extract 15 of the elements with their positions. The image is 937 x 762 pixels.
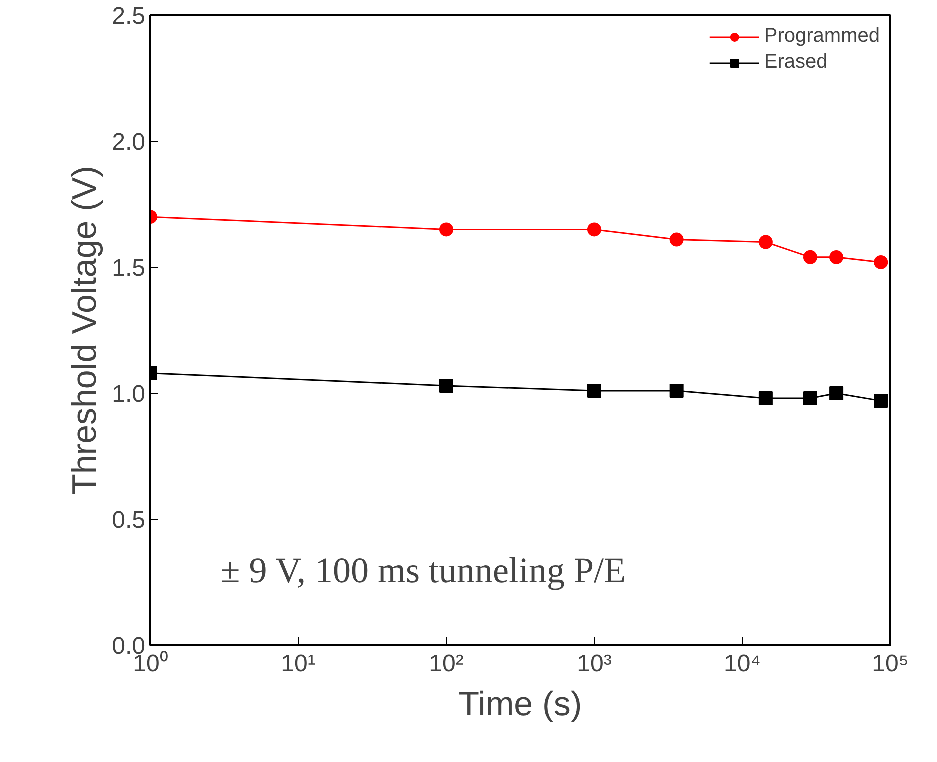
x-tick-label: 10¹: [281, 650, 316, 678]
x-tick-label: 10⁴: [724, 650, 762, 678]
x-tick-label: 10⁵: [872, 650, 909, 678]
y-tick-label: 2.0: [112, 129, 146, 156]
y-tick-label: 1.5: [112, 255, 146, 282]
legend-label: Erased: [764, 51, 828, 74]
x-tick-label: 10²: [429, 650, 464, 678]
x-axis-title: Time (s): [458, 686, 582, 724]
annotation: ± 9 V, 100 ms tunneling P/E: [220, 550, 626, 590]
y-tick-label: 0.5: [112, 507, 146, 534]
y-tick-label: 2.5: [112, 3, 146, 30]
x-tick-label: 10³: [577, 650, 612, 678]
legend-label: Programmed: [764, 25, 880, 48]
y-axis-title: Threshold Voltage (V): [66, 166, 104, 495]
y-tick-label: 1.0: [112, 381, 146, 408]
